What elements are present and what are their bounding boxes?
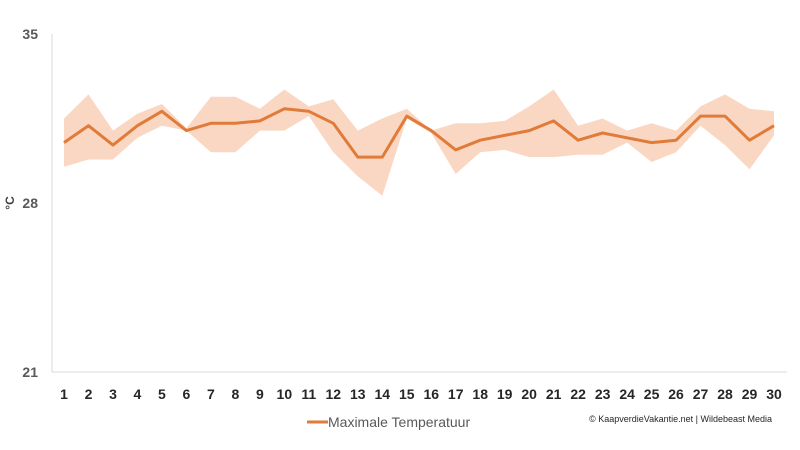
y-tick-label: 28 <box>22 195 38 211</box>
x-tick-labels: 1 2 3 4 5 6 7 8 9 10 11 12 13 14 15 16 17 18 19 20 21 22 23 24 2… <box>60 386 782 402</box>
temperature-range-band <box>64 89 774 196</box>
x-tick-label: 20 <box>521 386 537 402</box>
x-tick-label: 14 <box>374 386 390 402</box>
x-tick-label: 4 <box>134 386 142 402</box>
x-tick-label: 10 <box>277 386 293 402</box>
x-tick-label: 2 <box>85 386 93 402</box>
x-tick-label: 8 <box>231 386 239 402</box>
credit-text: © KaapverdieVakantie.net | Wildebeast Me… <box>589 414 772 424</box>
x-tick-label: 25 <box>644 386 660 402</box>
x-tick-label: 9 <box>256 386 264 402</box>
x-tick-label: 19 <box>497 386 513 402</box>
x-tick-label: 3 <box>109 386 117 402</box>
x-tick-label: 5 <box>158 386 166 402</box>
x-tick-label: 18 <box>472 386 488 402</box>
x-tick-label: 6 <box>183 386 191 402</box>
x-tick-label: 28 <box>717 386 733 402</box>
x-tick-label: 29 <box>742 386 758 402</box>
x-tick-label: 15 <box>399 386 415 402</box>
y-tick-label: 35 <box>22 26 38 42</box>
x-tick-label: 13 <box>350 386 366 402</box>
x-tick-label: 12 <box>326 386 342 402</box>
y-tick-labels: 35 28 21 <box>22 26 38 380</box>
x-tick-label: 1 <box>60 386 68 402</box>
y-tick-label: 21 <box>22 364 38 380</box>
legend: Maximale Temperatuur <box>307 414 470 430</box>
x-tick-label: 21 <box>546 386 562 402</box>
x-tick-label: 17 <box>448 386 464 402</box>
x-tick-label: 11 <box>301 386 316 402</box>
x-tick-label: 26 <box>668 386 684 402</box>
x-tick-label: 30 <box>766 386 782 402</box>
x-tick-label: 7 <box>207 386 215 402</box>
legend-label: Maximale Temperatuur <box>328 414 470 430</box>
x-tick-label: 24 <box>619 386 635 402</box>
x-tick-label: 16 <box>423 386 439 402</box>
x-tick-label: 27 <box>693 386 709 402</box>
x-tick-label: 22 <box>570 386 586 402</box>
x-tick-label: 23 <box>595 386 611 402</box>
y-axis-label: °C <box>3 196 17 210</box>
max-temperature-line <box>63 107 775 159</box>
